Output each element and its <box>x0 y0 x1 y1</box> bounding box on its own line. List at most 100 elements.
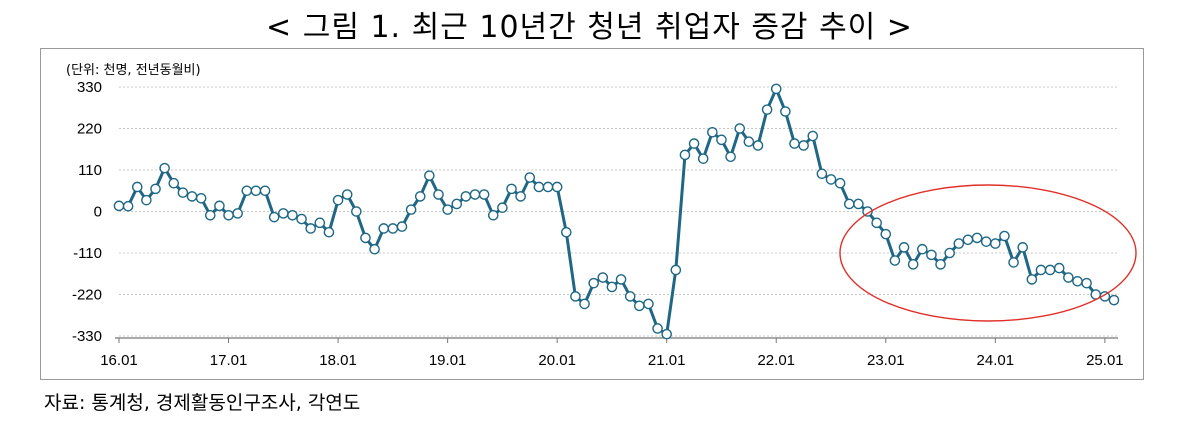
data-point <box>442 204 453 215</box>
data-point <box>990 238 1001 249</box>
data-point <box>770 83 782 95</box>
data-point <box>396 221 408 232</box>
data-point <box>515 191 526 202</box>
data-point <box>962 234 974 246</box>
y-tick-label: 0 <box>94 204 102 221</box>
data-point <box>889 255 901 266</box>
data-point <box>314 217 326 229</box>
unit-note: (단위: 천명, 전년동월비) <box>66 63 201 78</box>
data-point <box>953 238 965 249</box>
data-point <box>624 291 636 302</box>
chart-title: < 그림 1. 최근 10년간 청년 취업자 증감 추이 > <box>266 10 913 45</box>
data-point <box>1081 277 1092 289</box>
data-point <box>278 208 289 219</box>
data-point <box>661 328 673 340</box>
x-tick-label: 17.01 <box>210 352 248 369</box>
data-point <box>1035 264 1047 276</box>
data-point <box>131 181 143 193</box>
data-point <box>643 298 654 310</box>
data-point <box>177 187 189 198</box>
chart-frame <box>40 48 1144 380</box>
x-tick-label: 20.01 <box>538 352 576 369</box>
data-point <box>853 198 864 210</box>
data-point <box>296 213 307 225</box>
data-point <box>679 149 691 161</box>
data-point <box>789 138 800 149</box>
data-point <box>478 189 490 200</box>
data-point <box>606 281 618 293</box>
data-point <box>597 272 609 283</box>
data-point <box>268 211 280 223</box>
data-point <box>150 183 161 195</box>
data-point <box>305 223 316 234</box>
series-points <box>113 83 1120 340</box>
x-tick-label: 18.01 <box>319 352 357 369</box>
y-tick-label: 110 <box>78 162 102 179</box>
data-point <box>369 243 380 255</box>
data-point <box>798 140 809 151</box>
data-point <box>707 126 718 138</box>
grid-lines <box>119 86 1118 337</box>
data-point <box>287 209 298 221</box>
data-point <box>460 191 472 202</box>
data-point <box>1044 264 1056 276</box>
data-point <box>351 206 362 217</box>
data-point <box>250 185 262 197</box>
y-tick-label: -110 <box>73 245 102 262</box>
x-tick-label: 22.01 <box>757 352 795 369</box>
data-point <box>807 130 819 142</box>
data-point <box>524 172 536 183</box>
data-point <box>204 209 216 221</box>
data-point <box>871 217 882 229</box>
data-point <box>634 300 645 312</box>
data-point <box>259 185 271 197</box>
data-point <box>725 151 736 163</box>
data-point <box>122 200 134 212</box>
data-point <box>186 191 198 202</box>
data-point <box>752 140 764 151</box>
x-tick-label: 19.01 <box>429 352 467 369</box>
data-point <box>533 181 545 193</box>
data-point <box>451 198 463 210</box>
data-point <box>560 226 572 238</box>
data-point <box>697 153 709 164</box>
y-tick-label: -220 <box>72 287 102 304</box>
data-point <box>652 323 663 334</box>
data-point <box>999 230 1010 242</box>
data-point <box>944 247 955 259</box>
data-point <box>907 259 919 270</box>
data-point <box>1072 275 1083 287</box>
data-point <box>1026 274 1038 285</box>
data-point <box>834 177 846 189</box>
data-point <box>414 191 426 202</box>
data-point <box>159 162 170 174</box>
data-point <box>113 200 125 212</box>
data-point <box>743 136 755 148</box>
data-point <box>469 189 481 200</box>
data-point <box>433 189 444 200</box>
data-point <box>1108 294 1120 306</box>
data-point <box>141 194 152 206</box>
data-point <box>816 168 828 180</box>
x-axis: 16.01 17.01 18.01 19.01 20.01 21.01 22.01 23.01… <box>100 337 1124 369</box>
data-point <box>825 174 837 185</box>
source-note: 자료: 통계청, 경제활동인구조사, 각연도 <box>44 392 361 414</box>
highlight-ellipse <box>839 184 1137 322</box>
y-axis-ticks: 330 220 110 0 -110 -220 -330 <box>72 79 102 345</box>
data-point <box>168 177 180 189</box>
data-point <box>387 223 399 234</box>
data-point <box>223 209 234 221</box>
data-point <box>332 194 344 206</box>
data-point <box>1053 262 1065 274</box>
data-point <box>615 274 627 285</box>
data-point <box>323 226 335 238</box>
data-point <box>232 208 243 219</box>
y-tick-label: -330 <box>72 328 102 345</box>
data-point <box>241 185 253 197</box>
x-tick-label: 16.01 <box>100 352 138 369</box>
data-point <box>862 206 873 217</box>
x-tick-label: 24.01 <box>977 352 1015 369</box>
data-point <box>497 202 508 214</box>
data-point <box>716 134 727 146</box>
